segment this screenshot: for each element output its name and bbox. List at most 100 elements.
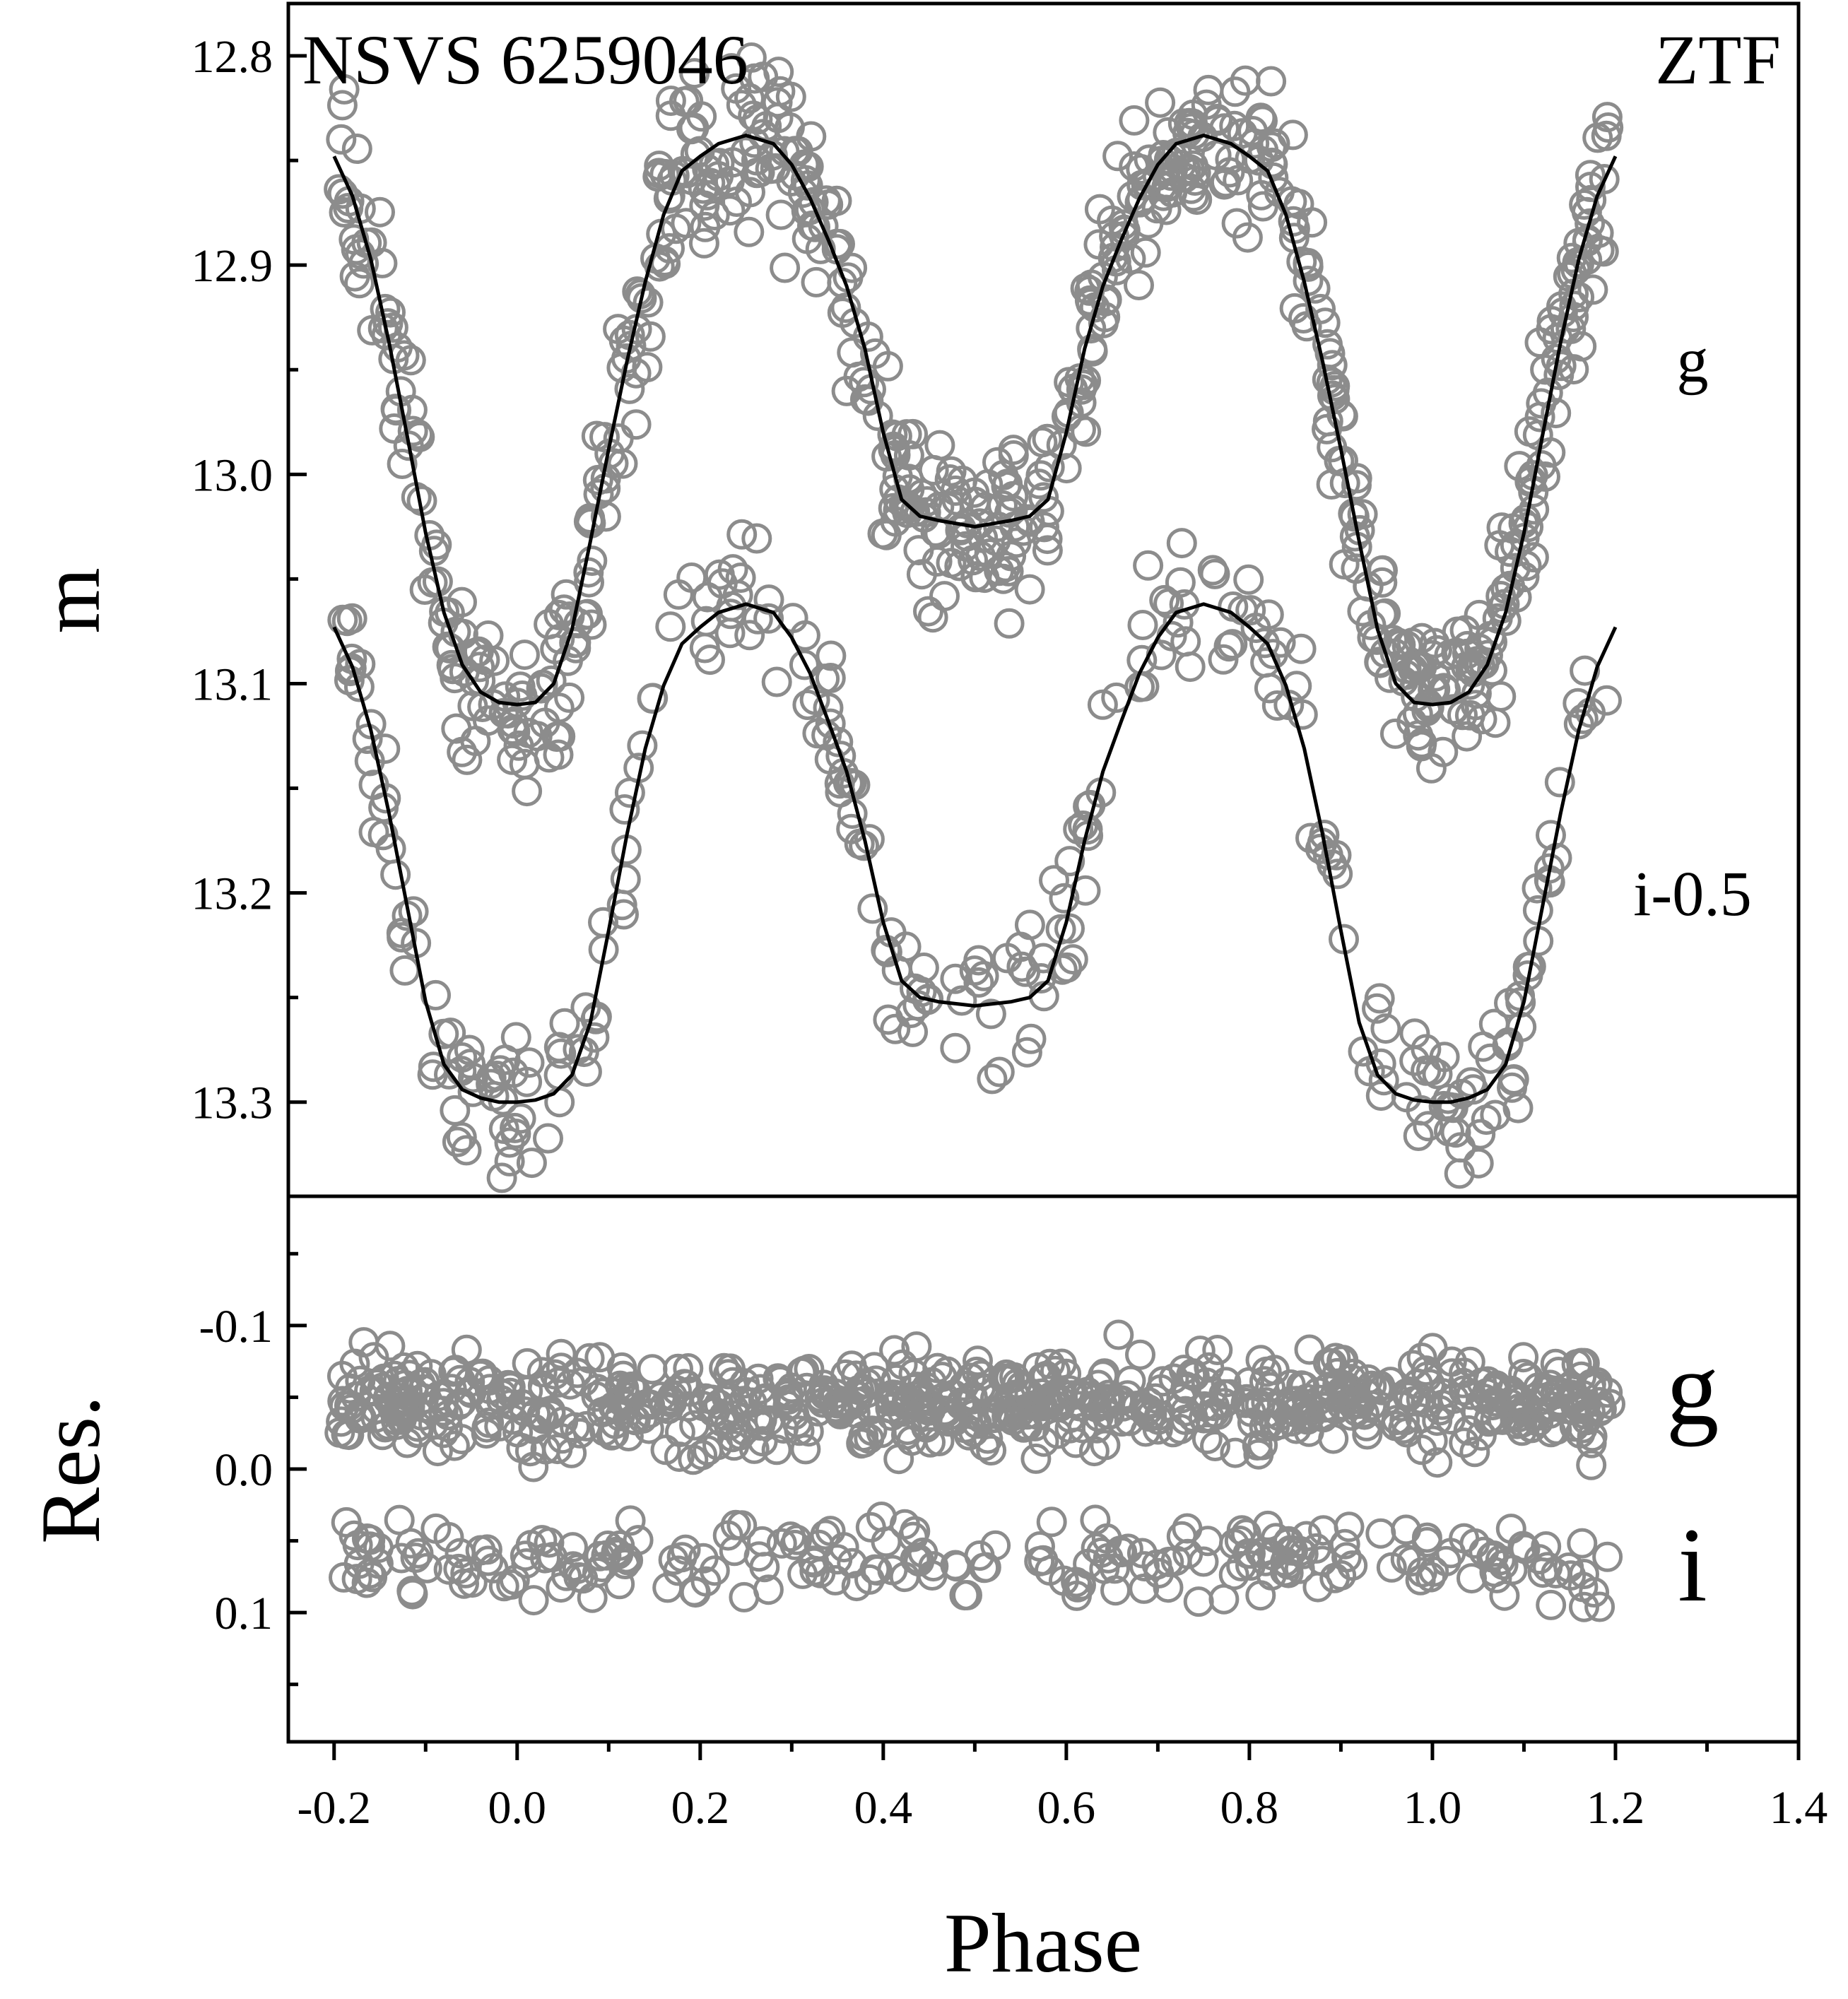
- i-residual-point: [1489, 1580, 1520, 1611]
- i-residual-point: [1188, 1546, 1219, 1577]
- residual-y-tick-label: 0.1: [215, 1588, 273, 1639]
- g-data-point: [1258, 162, 1289, 193]
- g-residual-point: [772, 1380, 803, 1411]
- g-data-point: [589, 422, 620, 453]
- i-residual-point: [1569, 1591, 1599, 1622]
- magnitude-axis-title: m: [23, 567, 117, 633]
- i-data-point: [1399, 1018, 1430, 1049]
- i-residual-point: [949, 1580, 980, 1611]
- i-data-point: [354, 745, 385, 777]
- g-data-point: [1329, 549, 1360, 580]
- g-data-point: [1256, 131, 1287, 163]
- i-data-point: [726, 519, 758, 550]
- x-tick-label: 1.0: [1403, 1782, 1462, 1834]
- g-residual-point: [1064, 1391, 1095, 1422]
- i-data-point: [570, 992, 601, 1023]
- g-data-point: [643, 158, 674, 189]
- i-data-point: [1368, 1065, 1399, 1096]
- g-data-point: [603, 314, 634, 345]
- g-data-point: [1209, 169, 1240, 200]
- g-data-point: [1541, 398, 1572, 429]
- i-data-point: [984, 1056, 1015, 1087]
- g-data-point: [688, 228, 719, 259]
- g-data-point: [1028, 482, 1059, 513]
- g-residual-point: [803, 1396, 833, 1427]
- g-data-point: [635, 321, 666, 352]
- i-data-point: [963, 945, 994, 976]
- i-data-point: [1544, 767, 1575, 798]
- i-data-point: [336, 643, 367, 674]
- i-data-point: [331, 606, 363, 637]
- i-residual-point: [866, 1502, 897, 1532]
- i-data-point: [714, 618, 746, 649]
- g-residual-point: [848, 1421, 879, 1452]
- i-data-point: [816, 640, 847, 671]
- i-residual-point: [496, 1569, 527, 1600]
- i-data-point: [1364, 983, 1395, 1014]
- g-residual-point: [1209, 1388, 1240, 1419]
- g-residual-point: [1435, 1404, 1466, 1435]
- i-data-point: [1429, 1042, 1460, 1073]
- g-residual-point: [970, 1374, 1001, 1404]
- g-residual-point: [1459, 1437, 1490, 1468]
- g-residual-point: [1415, 1369, 1446, 1400]
- g-residual-point: [1031, 1360, 1062, 1391]
- g-data-point: [452, 744, 483, 775]
- g-data-point: [735, 177, 765, 208]
- top-fit-lines: [332, 134, 1618, 1104]
- g-residual-point: [1584, 1396, 1615, 1427]
- i-data-point: [442, 1126, 473, 1157]
- i-data-point: [1505, 981, 1536, 1012]
- g-residual-point: [1188, 1403, 1219, 1434]
- light-curve-panel: 12.8 12.9 13.0 13.1 13.2 13.3 NSVS 6259046 ZT…: [23, 1, 1801, 1198]
- g-data-point: [582, 464, 613, 495]
- g-data-point: [382, 332, 413, 363]
- residual-y-tick-label: -0.1: [199, 1301, 273, 1352]
- i-residual-point: [1036, 1506, 1067, 1538]
- g-residual-point: [620, 1377, 652, 1408]
- i-residual-point: [584, 1540, 616, 1572]
- i-residual-point: [457, 1567, 488, 1598]
- g-data-point: [344, 268, 375, 299]
- i-data-point: [1149, 584, 1180, 615]
- i-residual-point: [1126, 1538, 1158, 1569]
- g-data-point: [1102, 141, 1134, 172]
- i-data-point: [637, 683, 669, 714]
- i-data-point: [1471, 1104, 1502, 1136]
- g-data-point: [1530, 461, 1560, 492]
- g-data-point: [614, 373, 645, 404]
- i-residual-point: [1405, 1564, 1436, 1596]
- g-data-point: [607, 448, 638, 479]
- g-residual-point: [1449, 1427, 1480, 1458]
- g-data-point: [1288, 303, 1319, 334]
- g-residual-point: [1508, 1342, 1539, 1373]
- i-data-point: [663, 579, 694, 610]
- i-residual-point: [1396, 1546, 1428, 1577]
- g-data-point: [1256, 66, 1287, 97]
- i-data-point: [514, 1047, 545, 1078]
- i-data-point: [610, 863, 641, 895]
- i-residual-point: [690, 1566, 722, 1597]
- g-residual-point: [1202, 1335, 1233, 1365]
- i-data-point: [494, 1145, 525, 1177]
- residuals-panel: -0.1 0.0 0.1 g i Res.: [23, 1194, 1801, 1744]
- g-data-point: [671, 208, 702, 239]
- i-data-point: [940, 963, 971, 994]
- g-residual-point: [996, 1401, 1028, 1432]
- i-residual-point: [400, 1543, 431, 1574]
- i-data-point: [1422, 1059, 1453, 1090]
- g-data-point: [449, 656, 480, 688]
- g-residual-point: [565, 1417, 596, 1449]
- i-data-point: [968, 960, 999, 991]
- i-data-point: [1498, 1064, 1529, 1095]
- g-residual-point: [1006, 1371, 1037, 1402]
- i-data-point: [1570, 655, 1601, 686]
- g-residual-point: [1439, 1383, 1470, 1414]
- g-data-point: [913, 596, 943, 627]
- i-residual-point: [1105, 1535, 1136, 1567]
- g-data-point: [1219, 110, 1250, 141]
- i-residual-point: [1592, 1541, 1623, 1572]
- g-data-point: [1591, 120, 1622, 151]
- i-data-point: [1049, 883, 1080, 914]
